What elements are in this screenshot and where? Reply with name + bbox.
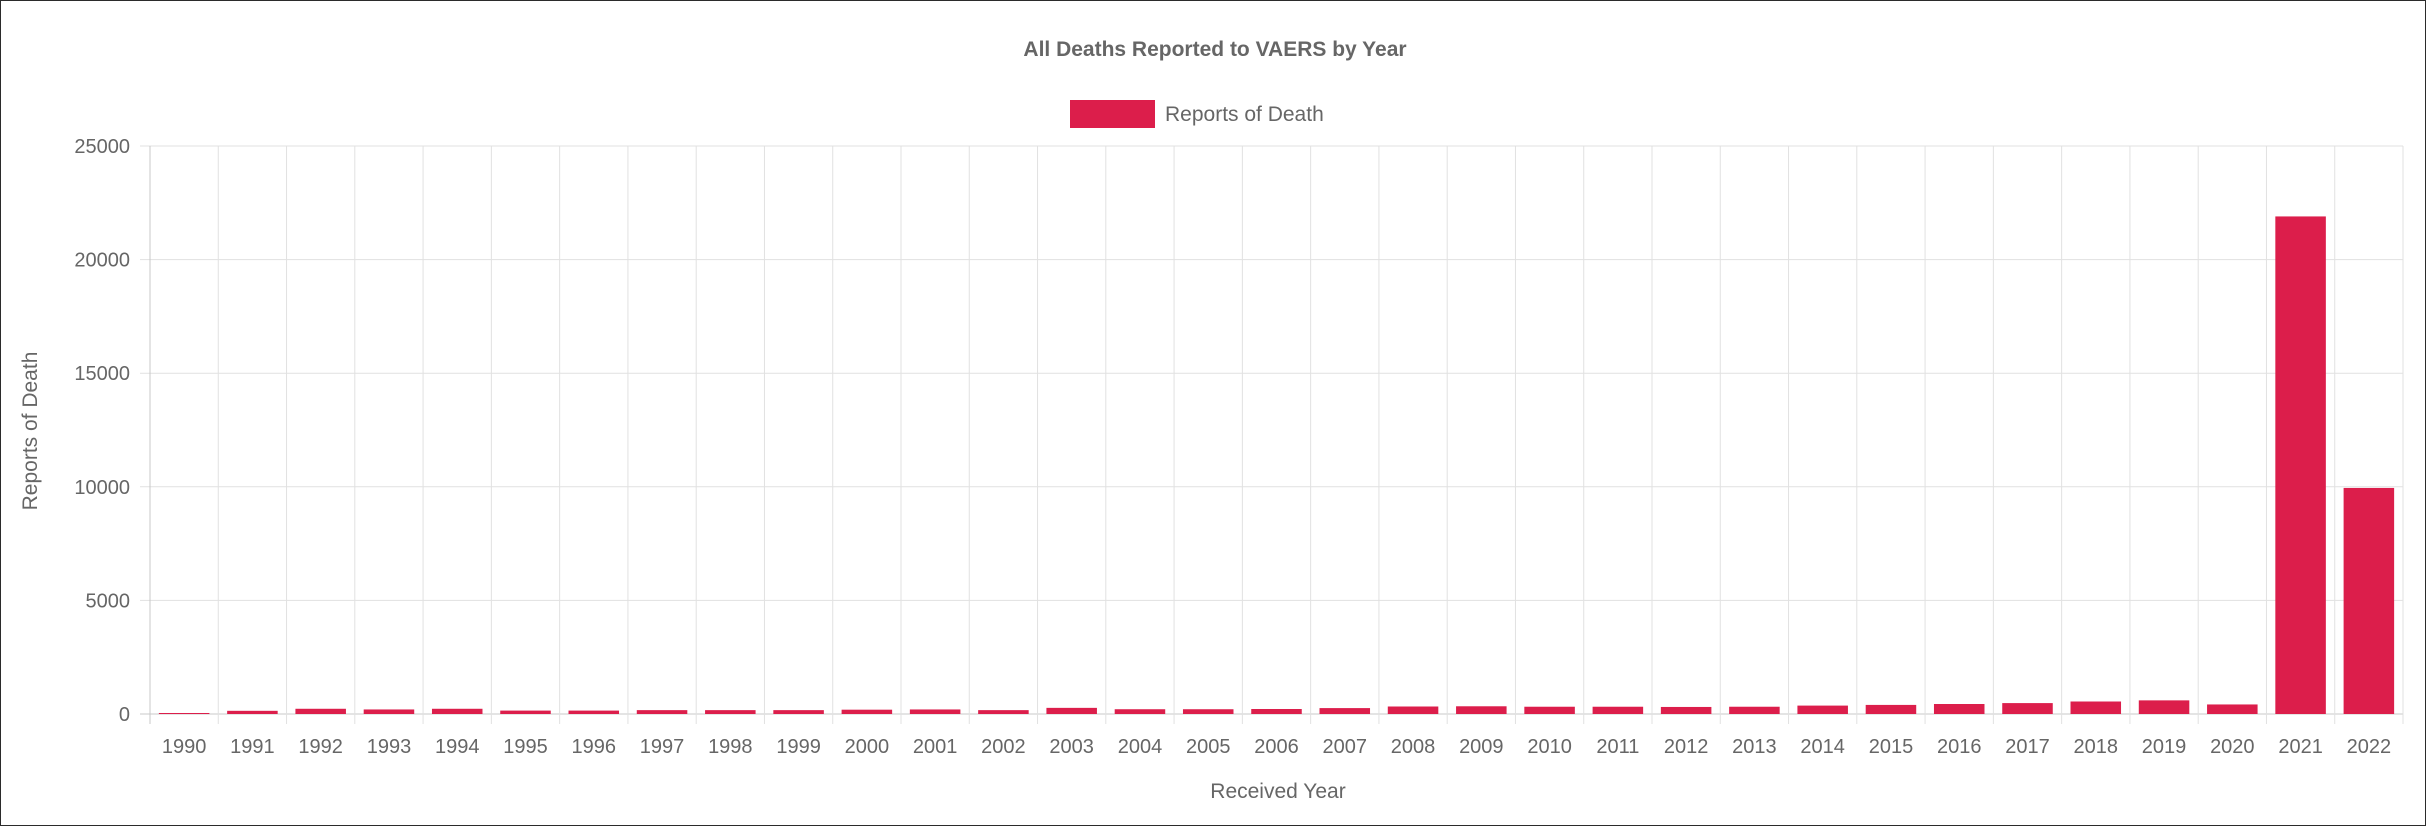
x-tick-label: 1990 [162,736,207,758]
y-tick-label: 25000 [74,136,130,158]
x-tick-label: 2004 [1118,736,1163,758]
x-tick-label: 1996 [572,736,617,758]
bar-1991[interactable] [227,710,278,714]
bar-2014[interactable] [1797,705,1848,714]
bar-2002[interactable] [978,710,1029,714]
bar-1998[interactable] [705,710,756,714]
bar-2022[interactable] [2343,487,2395,714]
x-tick-label: 2016 [1937,736,1982,758]
x-tick-label: 1994 [435,736,480,758]
bar-2003[interactable] [1046,707,1097,714]
x-tick-label: 1993 [367,736,412,758]
bar-2001[interactable] [909,709,961,714]
x-axis-label: Received Year [1210,780,1345,803]
y-axis-label: Reports of Death [19,352,42,511]
bars [158,216,2395,714]
x-tick-label: 2014 [1800,736,1845,758]
x-tick-label: 1997 [640,736,685,758]
legend-label: Reports of Death [1165,103,1324,126]
bar-1994[interactable] [431,708,483,714]
x-tick-label: 2011 [1596,736,1639,758]
x-tick-label: 2013 [1732,736,1777,758]
x-tick-label: 2015 [1869,736,1914,758]
x-tick-label: 2008 [1391,736,1436,758]
bar-2017[interactable] [2002,703,2053,714]
x-tick-label: 2017 [2005,736,2050,758]
x-tick-label: 1992 [298,736,343,758]
bar-1993[interactable] [363,709,415,714]
bar-2021[interactable] [2275,216,2326,714]
y-axis-ticks: 0 5000 10000 15000 20000 25000 [74,136,130,726]
y-tick-label: 0 [119,704,130,726]
bar-2018[interactable] [2070,701,2122,714]
chart-title: All Deaths Reported to VAERS by Year [1023,38,1406,61]
legend[interactable]: Reports of Death [1070,100,1324,128]
y-tick-label: 5000 [86,590,131,612]
legend-swatch [1070,100,1155,128]
grid [140,145,2404,724]
x-tick-label: 2006 [1254,736,1299,758]
bar-2000[interactable] [841,709,893,714]
x-tick-label: 2020 [2210,736,2255,758]
x-tick-label: 2007 [1323,736,1368,758]
y-tick-label: 20000 [74,250,130,272]
x-tick-label: 2021 [2278,736,2323,758]
y-tick-label: 10000 [74,477,130,499]
bar-2019[interactable] [2138,700,2190,714]
bar-2008[interactable] [1387,706,1439,714]
bar-1999[interactable] [773,710,824,714]
x-tick-label: 2000 [845,736,890,758]
x-tick-label: 1991 [230,736,275,758]
x-tick-label: 2001 [913,736,958,758]
x-tick-label: 2022 [2347,736,2392,758]
x-tick-label: 1998 [708,736,753,758]
bar-2011[interactable] [1592,706,1644,714]
bar-1997[interactable] [636,710,688,714]
x-tick-label: 1999 [776,736,821,758]
x-tick-label: 2010 [1527,736,1572,758]
bar-2006[interactable] [1251,709,1302,714]
bar-2010[interactable] [1524,706,1575,714]
x-axis-ticks: 1990 1991 1992 1993 1994 1995 1996 1997 1998 1999… [162,736,2391,758]
x-tick-label: 2009 [1459,736,1504,758]
bar-2005[interactable] [1182,709,1234,714]
bar-2016[interactable] [1933,704,1985,714]
x-tick-label: 2003 [1049,736,1094,758]
x-tick-label: 1995 [503,736,548,758]
bar-2012[interactable] [1660,706,1712,714]
y-tick-label: 15000 [74,363,130,385]
x-tick-label: 2018 [2074,736,2119,758]
bar-2004[interactable] [1114,709,1166,714]
bar-2009[interactable] [1456,706,1507,714]
bar-2013[interactable] [1729,706,1780,714]
bar-1992[interactable] [295,708,346,714]
bar-2020[interactable] [2207,704,2258,714]
x-tick-label: 2005 [1186,736,1231,758]
x-tick-label: 2002 [981,736,1026,758]
bar-1990[interactable] [158,713,210,714]
x-tick-label: 2012 [1664,736,1709,758]
x-tick-label: 2019 [2142,736,2187,758]
bar-2007[interactable] [1319,708,1371,714]
bar-2015[interactable] [1865,704,1917,714]
bar-1996[interactable] [568,710,620,714]
bar-1995[interactable] [500,710,551,714]
